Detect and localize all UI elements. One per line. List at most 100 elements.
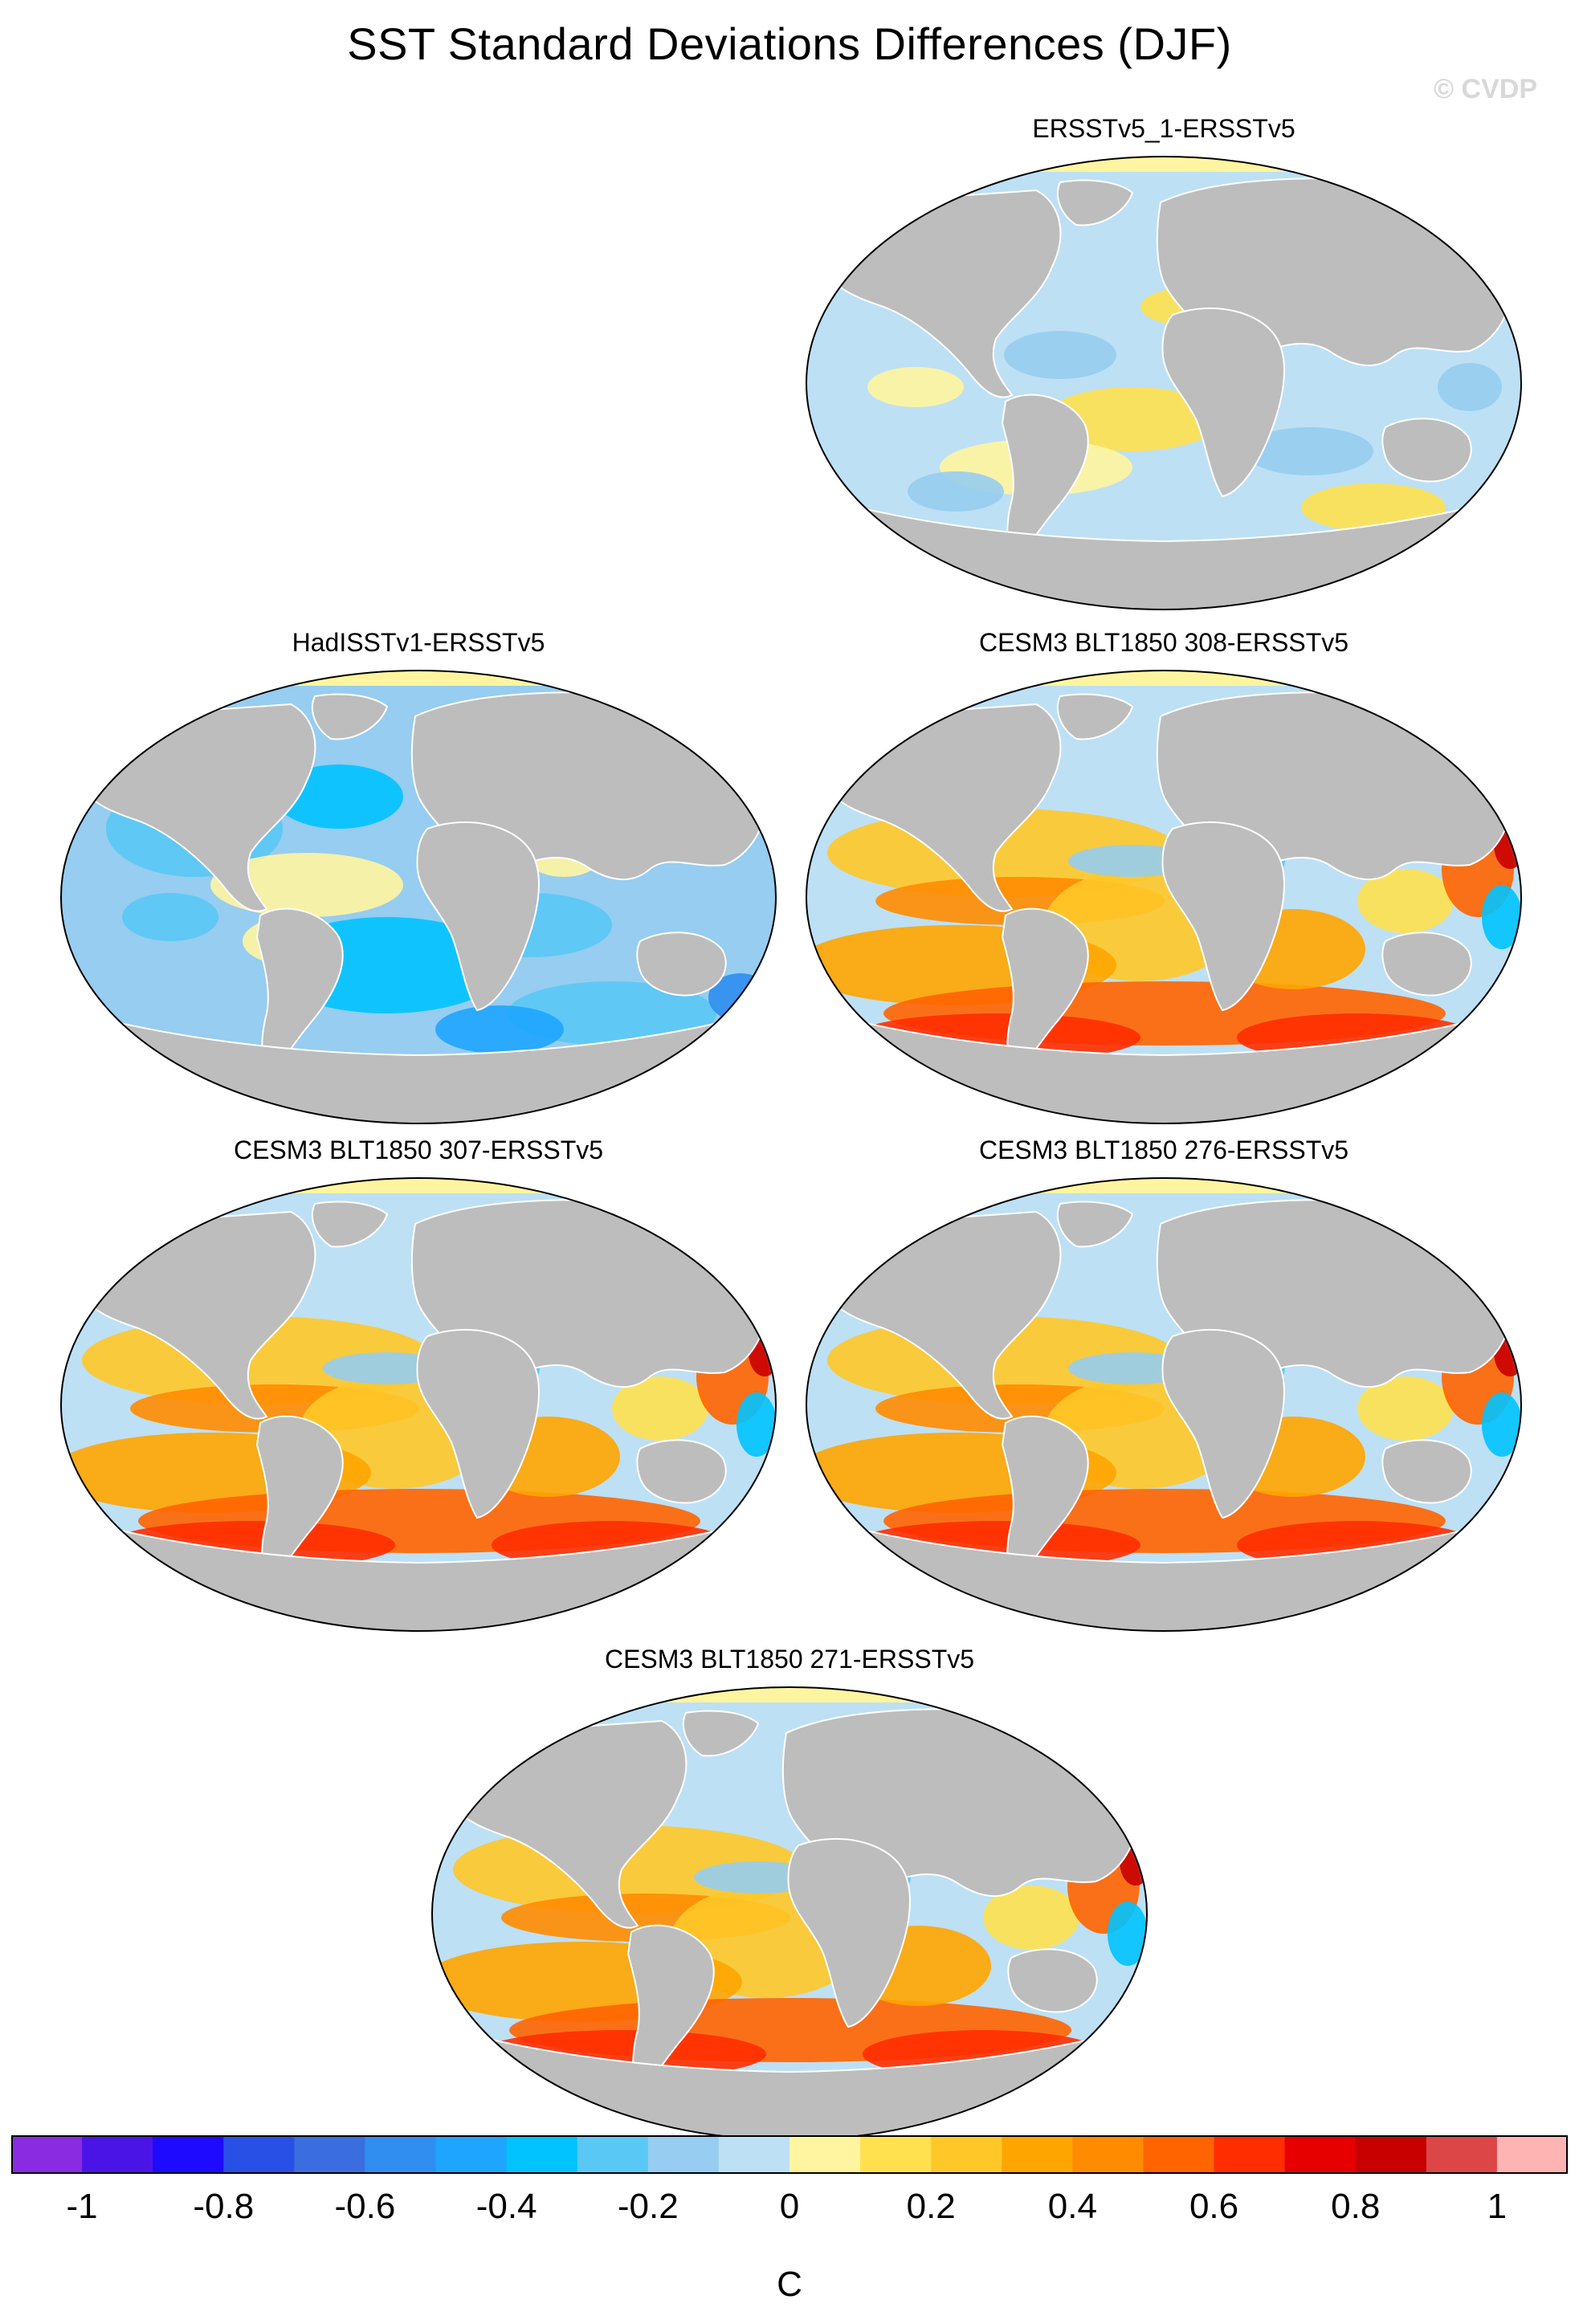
figure-title: SST Standard Deviations Differences (DJF… [347, 18, 1232, 69]
colorbar-segment [718, 2136, 790, 2173]
anomaly-contour [908, 471, 1004, 512]
arctic-band [61, 671, 776, 686]
world-map [806, 670, 1522, 1124]
world-map [431, 1686, 1148, 2141]
anomaly-contour [867, 367, 964, 407]
land-mass [1001, 1415, 1089, 1587]
world-map [806, 156, 1522, 610]
panel-title: HadISSTv1-ERSSTv5 [292, 628, 545, 657]
colorbar-tick-label: 0.4 [1048, 2187, 1097, 2226]
arctic-band [432, 1687, 1147, 1702]
land-mass [1056, 1201, 1134, 1248]
map-border [806, 156, 1522, 610]
land-mass [787, 1837, 911, 2028]
anomaly-contour [435, 1005, 564, 1054]
world-map [60, 1177, 777, 1632]
colorbar-segment [1426, 2136, 1498, 2173]
anomaly-contour [1357, 1376, 1454, 1441]
anomaly-contour [1004, 331, 1116, 379]
land-mass [1161, 307, 1285, 498]
colorbar-segment [435, 2136, 508, 2173]
land-mass [636, 1439, 727, 1504]
colorbar-segment [577, 2136, 649, 2173]
land-mass [1007, 1948, 1098, 2013]
land-mass [1056, 179, 1134, 226]
colorbar-segment [1072, 2136, 1144, 2173]
colorbar-tick-label: -0.4 [476, 2187, 537, 2226]
land-mass [626, 1924, 715, 2096]
colorbar-segment [11, 2136, 83, 2173]
anomaly-contour [1245, 427, 1373, 475]
colorbar-tick-label: 0.6 [1189, 2187, 1238, 2226]
colorbar-segment [790, 2136, 861, 2173]
panel-title: CESM3 BLT1850 308-ERSSTv5 [978, 628, 1349, 657]
colorbar-tick-label: -0.2 [618, 2187, 679, 2226]
arctic-band [806, 1178, 1521, 1193]
land-mass [311, 693, 389, 740]
arctic-band [806, 671, 1521, 686]
map-border [806, 1177, 1522, 1632]
colorbar-tick-label: -0.6 [335, 2187, 396, 2226]
colorbar-segment [1002, 2136, 1073, 2173]
land-mass [416, 821, 540, 1012]
anomaly-contour [1482, 885, 1521, 949]
land-mass [311, 1201, 389, 1248]
land-mass [255, 1415, 344, 1587]
anomaly-contour [1482, 1392, 1521, 1457]
colorbar-segment [1284, 2136, 1357, 2173]
land-mass [416, 1328, 540, 1519]
anomaly-contour [983, 1886, 1079, 1950]
anomaly-contour [612, 1376, 708, 1441]
arctic-band [806, 157, 1521, 172]
colorbar-segment [365, 2136, 437, 2173]
colorbar-tick-label: 1 [1487, 2187, 1507, 2226]
anomaly-contour [122, 893, 218, 941]
colorbar-units: C [777, 2265, 802, 2304]
land-mass [255, 907, 344, 1079]
anomaly-contour [736, 1392, 776, 1457]
colorbar-segment [506, 2136, 578, 2173]
land-mass [1161, 821, 1285, 1012]
colorbar-segment [647, 2136, 720, 2173]
arctic-band [61, 1178, 776, 1193]
land-mass [1001, 907, 1089, 1079]
land-mass [1161, 1328, 1285, 1519]
world-map [60, 670, 777, 1124]
colorbar-segment [1143, 2136, 1215, 2173]
map-border [60, 670, 777, 1124]
colorbar-tick-label: 0.2 [907, 2187, 956, 2226]
land-mass [636, 932, 727, 997]
anomaly-contour [1357, 869, 1454, 933]
land-mass [1381, 932, 1472, 997]
colorbar-frame [11, 2135, 1568, 2174]
colorbar-segment [1214, 2136, 1286, 2173]
map-border [806, 670, 1522, 1124]
colorbar-segment [294, 2136, 365, 2173]
map-border [60, 1177, 777, 1632]
land-mass [1381, 1439, 1472, 1504]
colorbar-segment [860, 2136, 932, 2173]
anomaly-contour [1438, 363, 1502, 411]
anomaly-contour [1108, 1902, 1147, 1966]
colorbar-segment [1496, 2136, 1569, 2173]
anomaly-contour [114, 949, 307, 1013]
colorbar-tick-label: -1 [67, 2187, 98, 2226]
colorbar-tick-label: 0 [780, 2187, 799, 2226]
watermark: © CVDP [1434, 74, 1537, 104]
colorbar-segment [153, 2136, 224, 2173]
panel-title: CESM3 BLT1850 276-ERSSTv5 [978, 1135, 1349, 1164]
colorbar-segment [1355, 2136, 1427, 2173]
colorbar: -1 -0.8 -0.6 -0.4 -0.2 0 0.2 0.4 0.6 0.8 1 [11, 2135, 1569, 2226]
land-mass [1381, 418, 1472, 483]
colorbar-segment [82, 2136, 153, 2173]
colorbar-tick-label: 0.8 [1331, 2187, 1380, 2226]
colorbar-tick-label: -0.8 [193, 2187, 254, 2226]
colorbar-segment [931, 2136, 1002, 2173]
panel-title: ERSSTv5_1-ERSSTv5 [1032, 114, 1295, 143]
panel-title: CESM3 BLT1850 271-ERSSTv5 [604, 1645, 975, 1674]
world-map [806, 1177, 1522, 1632]
panel-title: CESM3 BLT1850 307-ERSSTv5 [233, 1135, 604, 1164]
land-mass [1056, 693, 1134, 740]
land-mass [1001, 393, 1089, 565]
colorbar-segment [223, 2136, 295, 2173]
